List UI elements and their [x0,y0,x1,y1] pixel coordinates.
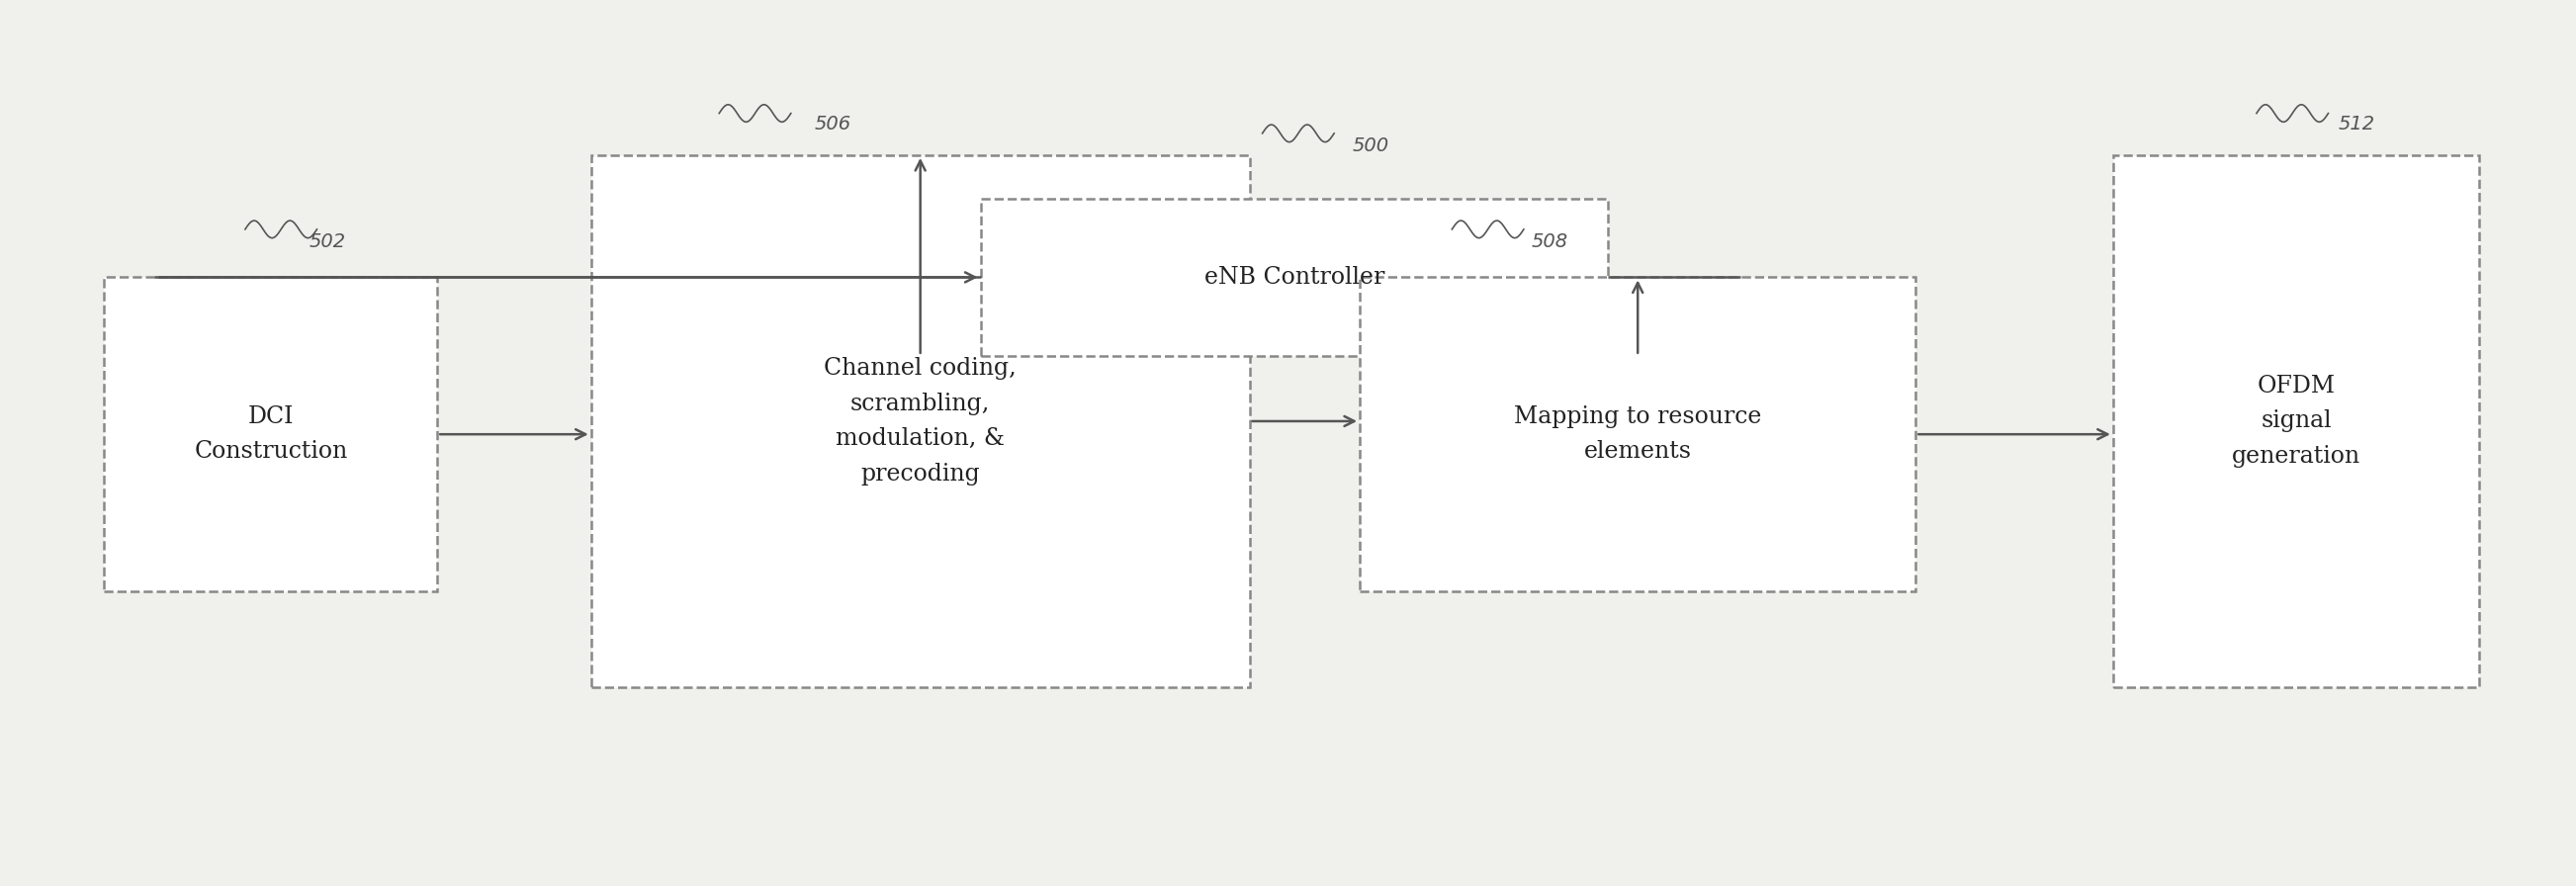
Text: 508: 508 [1530,232,1569,251]
FancyBboxPatch shape [103,277,438,591]
Text: 512: 512 [2339,114,2375,134]
Text: eNB Controller: eNB Controller [1203,266,1383,289]
FancyBboxPatch shape [590,155,1249,688]
Text: Channel coding,
scrambling,
modulation, &
precoding: Channel coding, scrambling, modulation, … [824,357,1018,486]
Text: DCI
Construction: DCI Construction [193,405,348,463]
Text: 506: 506 [814,114,850,134]
Text: 502: 502 [309,232,345,251]
Text: OFDM
signal
generation: OFDM signal generation [2231,375,2360,468]
Text: Mapping to resource
elements: Mapping to resource elements [1515,405,1762,463]
Text: 500: 500 [1352,136,1388,155]
FancyBboxPatch shape [2112,155,2481,688]
FancyBboxPatch shape [1360,277,1917,591]
FancyBboxPatch shape [981,198,1607,356]
